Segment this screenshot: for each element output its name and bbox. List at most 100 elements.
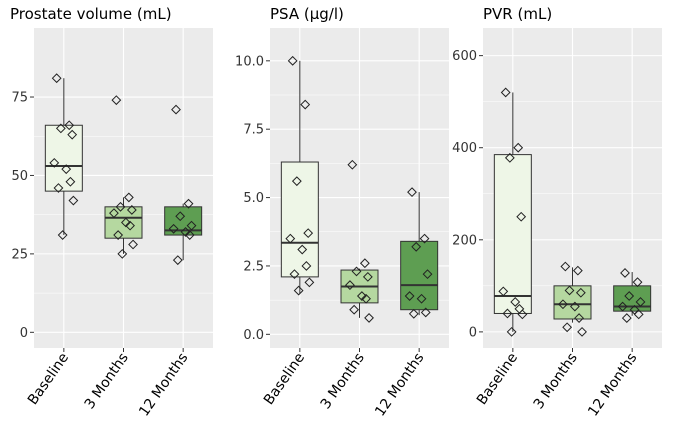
- data-point: [416, 293, 427, 304]
- data-point: [349, 304, 360, 315]
- data-point: [128, 239, 138, 250]
- data-point: [510, 297, 521, 307]
- data-point: [297, 244, 308, 255]
- data-point: [558, 299, 568, 310]
- data-point: [186, 220, 197, 231]
- x-tick-label: Baseline: [474, 350, 521, 408]
- data-point: [300, 99, 311, 110]
- box-3-months: [104, 95, 143, 259]
- data-point: [287, 55, 298, 66]
- data-point: [289, 269, 300, 280]
- panel-title: PSA (µg/l): [270, 5, 344, 23]
- panel-1: Prostate volume (mL) 0 25 50 75 Baseline 3 Mon…: [10, 5, 213, 419]
- data-point: [304, 277, 315, 288]
- box-3-months: [553, 261, 592, 337]
- box-iqr: [44, 124, 83, 192]
- data-point: [361, 293, 371, 304]
- data-point: [621, 313, 632, 323]
- data-point: [420, 307, 431, 318]
- data-point: [504, 152, 515, 163]
- x-tick-label: 12 Months: [136, 350, 191, 419]
- data-point: [117, 248, 128, 259]
- data-point: [408, 308, 419, 319]
- x-tick-label: 3 Months: [531, 350, 581, 412]
- data-point: [285, 233, 296, 244]
- data-point: [293, 285, 304, 296]
- data-point: [560, 261, 571, 272]
- box-baseline: [280, 55, 319, 296]
- box-iqr: [553, 285, 592, 320]
- data-point: [120, 217, 131, 228]
- box-12-months: [400, 187, 439, 319]
- data-point: [49, 157, 60, 168]
- data-point: [168, 223, 179, 234]
- data-point: [345, 280, 355, 291]
- y-tick-label: 0: [469, 325, 477, 340]
- y-tick-label: 400: [452, 141, 477, 156]
- data-point: [411, 241, 422, 252]
- data-point: [500, 87, 511, 98]
- y-tick-label: 75: [11, 91, 28, 106]
- data-point: [364, 313, 374, 323]
- data-point: [55, 123, 66, 134]
- data-point: [53, 183, 64, 193]
- data-point: [175, 211, 186, 222]
- data-point: [635, 297, 646, 307]
- x-tick-label: 3 Months: [82, 350, 132, 412]
- box-12-months: [613, 268, 652, 323]
- x-tick-label: 12 Months: [372, 350, 427, 419]
- box-iqr: [493, 154, 532, 314]
- panel-2: PSA (µg/l) 0.0 2.5 5.0 7.5 10.0 Baseline 3 Mont…: [235, 5, 449, 419]
- box-baseline: [44, 73, 83, 240]
- data-point: [109, 208, 119, 219]
- data-point: [624, 291, 635, 301]
- box-baseline: [493, 87, 532, 337]
- data-point: [498, 286, 509, 297]
- panel-title: Prostate volume (mL): [10, 5, 172, 23]
- data-point: [506, 326, 517, 337]
- data-point: [172, 255, 183, 266]
- x-tick-label: Baseline: [261, 350, 308, 408]
- y-tick-label: 0: [20, 326, 28, 341]
- data-point: [125, 220, 135, 231]
- data-point: [407, 187, 417, 198]
- data-point: [113, 230, 124, 240]
- data-point: [61, 164, 72, 175]
- y-tick-label: 200: [452, 233, 477, 248]
- data-point: [632, 277, 643, 288]
- y-tick-label: 7.5: [243, 123, 264, 138]
- data-point: [564, 285, 575, 296]
- box-iqr: [400, 240, 439, 311]
- data-point: [301, 261, 312, 271]
- y-tick-label: 600: [452, 49, 477, 64]
- panel-3: PVR (mL) 0 200 400 600 Baseline 3 Months 12 Mon…: [452, 5, 662, 419]
- data-point: [575, 287, 586, 298]
- data-point: [574, 313, 584, 323]
- panel-title: PVR (mL): [483, 5, 552, 23]
- data-point: [404, 291, 415, 301]
- data-point: [65, 176, 76, 187]
- data-point: [351, 266, 362, 277]
- y-tick-label: 10.0: [235, 54, 264, 69]
- data-point: [64, 120, 75, 131]
- data-point: [516, 211, 527, 222]
- box-12-months: [164, 104, 203, 266]
- data-point: [123, 192, 134, 203]
- data-point: [303, 228, 314, 239]
- data-point: [68, 195, 79, 206]
- data-point: [620, 268, 630, 278]
- data-point: [517, 309, 528, 320]
- data-point: [184, 230, 195, 240]
- data-point: [359, 258, 370, 269]
- data-point: [115, 201, 126, 212]
- y-tick-label: 5.0: [243, 191, 264, 206]
- data-point: [183, 198, 194, 209]
- data-point: [291, 176, 302, 187]
- data-point: [617, 301, 628, 312]
- data-point: [111, 95, 122, 106]
- data-point: [633, 309, 644, 320]
- x-tick-label: Baseline: [25, 350, 72, 408]
- data-point: [569, 301, 580, 312]
- data-point: [419, 233, 430, 244]
